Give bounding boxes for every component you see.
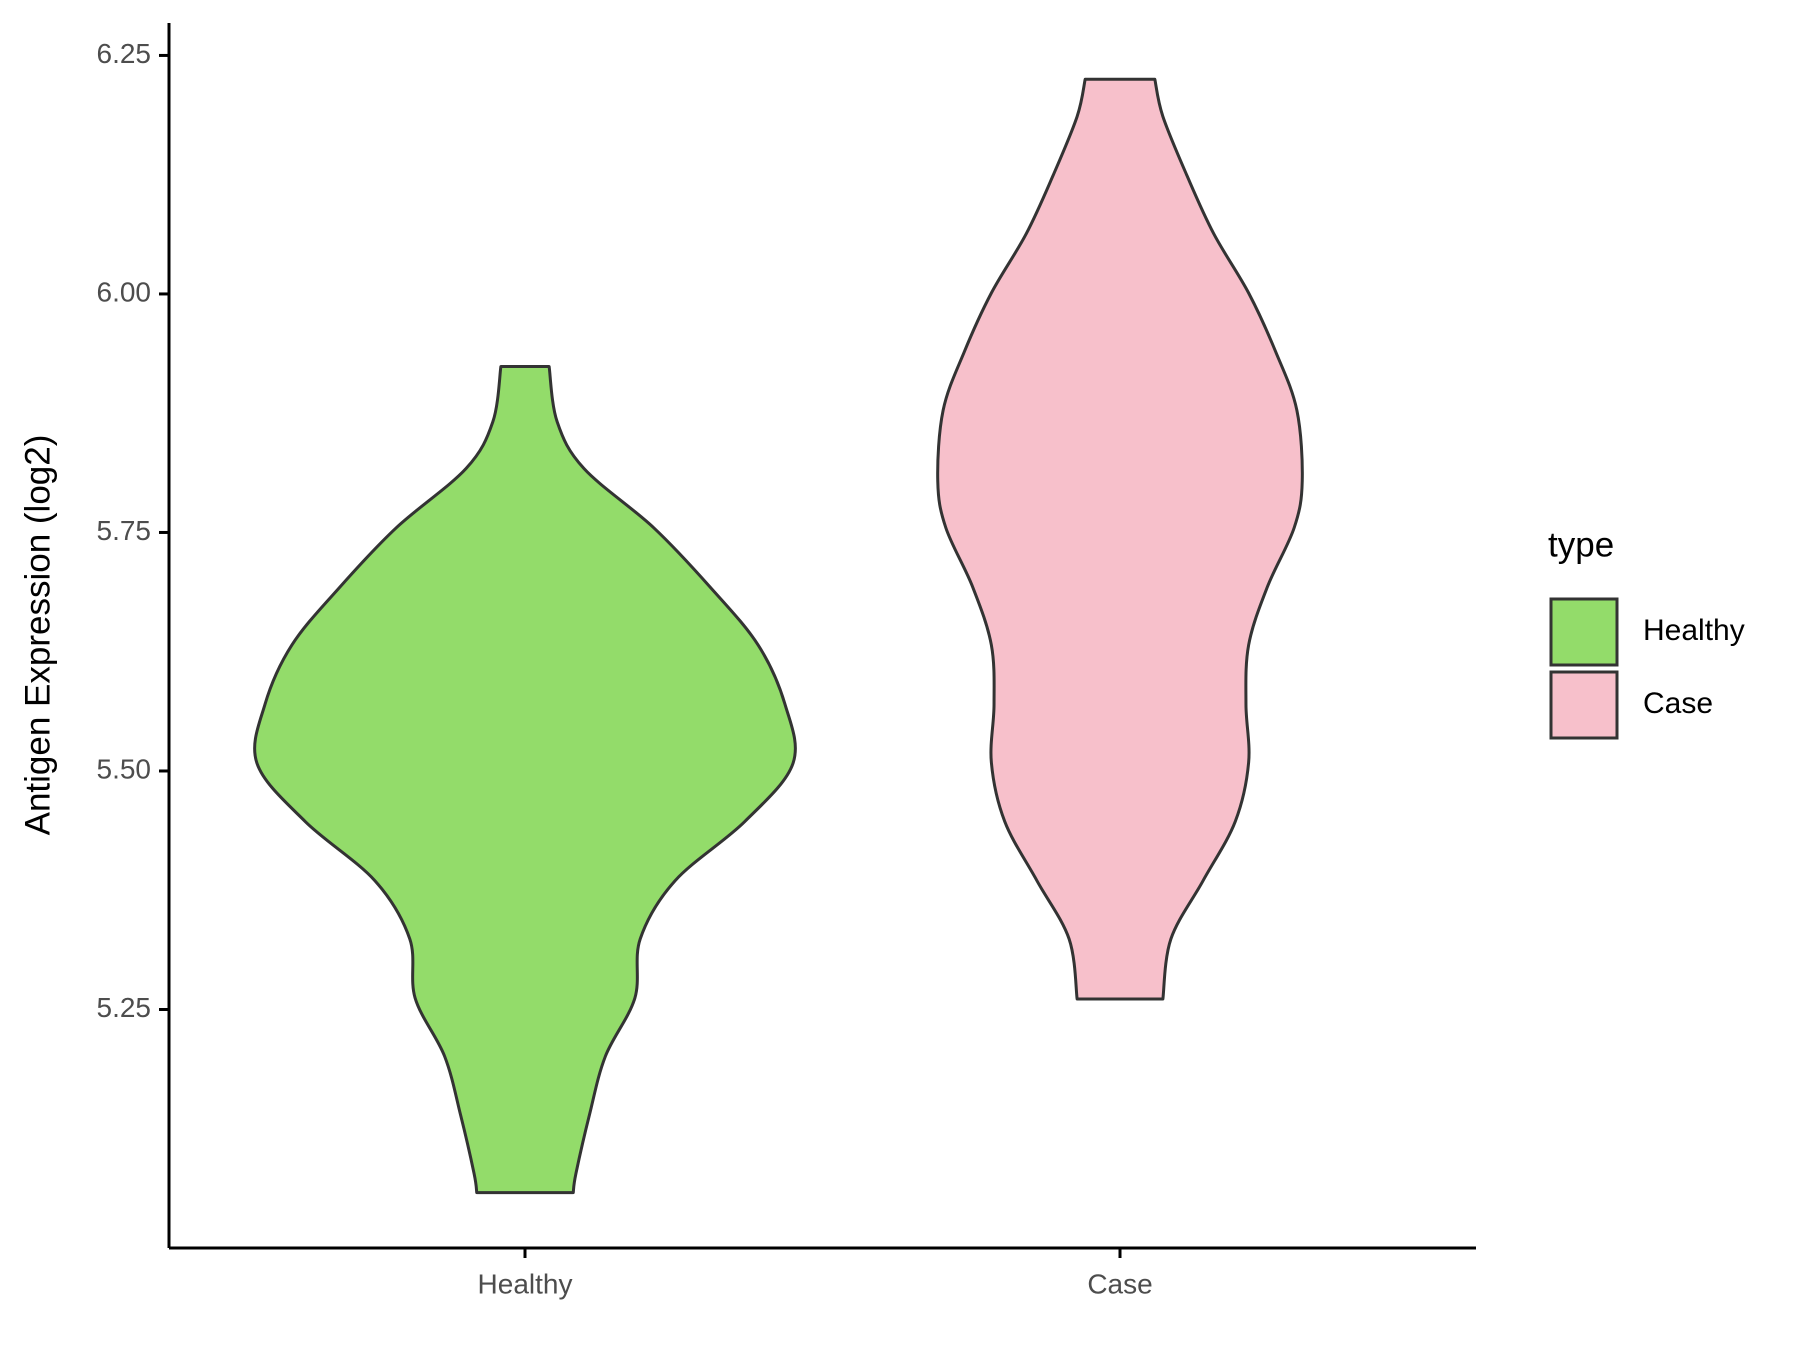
y-tick-label: 5.25 [97, 992, 152, 1023]
y-tick-label: 5.50 [97, 753, 152, 784]
y-tick-label: 6.00 [97, 276, 152, 307]
legend-label: Healthy [1643, 614, 1745, 647]
legend-label: Case [1643, 687, 1713, 720]
x-tick-label: Case [1087, 1268, 1152, 1299]
violin [936, 77, 1304, 1001]
y-tick-label: 5.75 [97, 515, 152, 546]
legend-key [1549, 670, 1619, 740]
legend-key [1549, 597, 1619, 667]
violin [253, 364, 797, 1195]
x-tick-label: Healthy [478, 1268, 573, 1299]
legend-title: type [1548, 525, 1614, 564]
y-tick-label: 6.25 [97, 38, 152, 69]
y-axis-label: Antigen Expression (log2) [18, 435, 57, 836]
